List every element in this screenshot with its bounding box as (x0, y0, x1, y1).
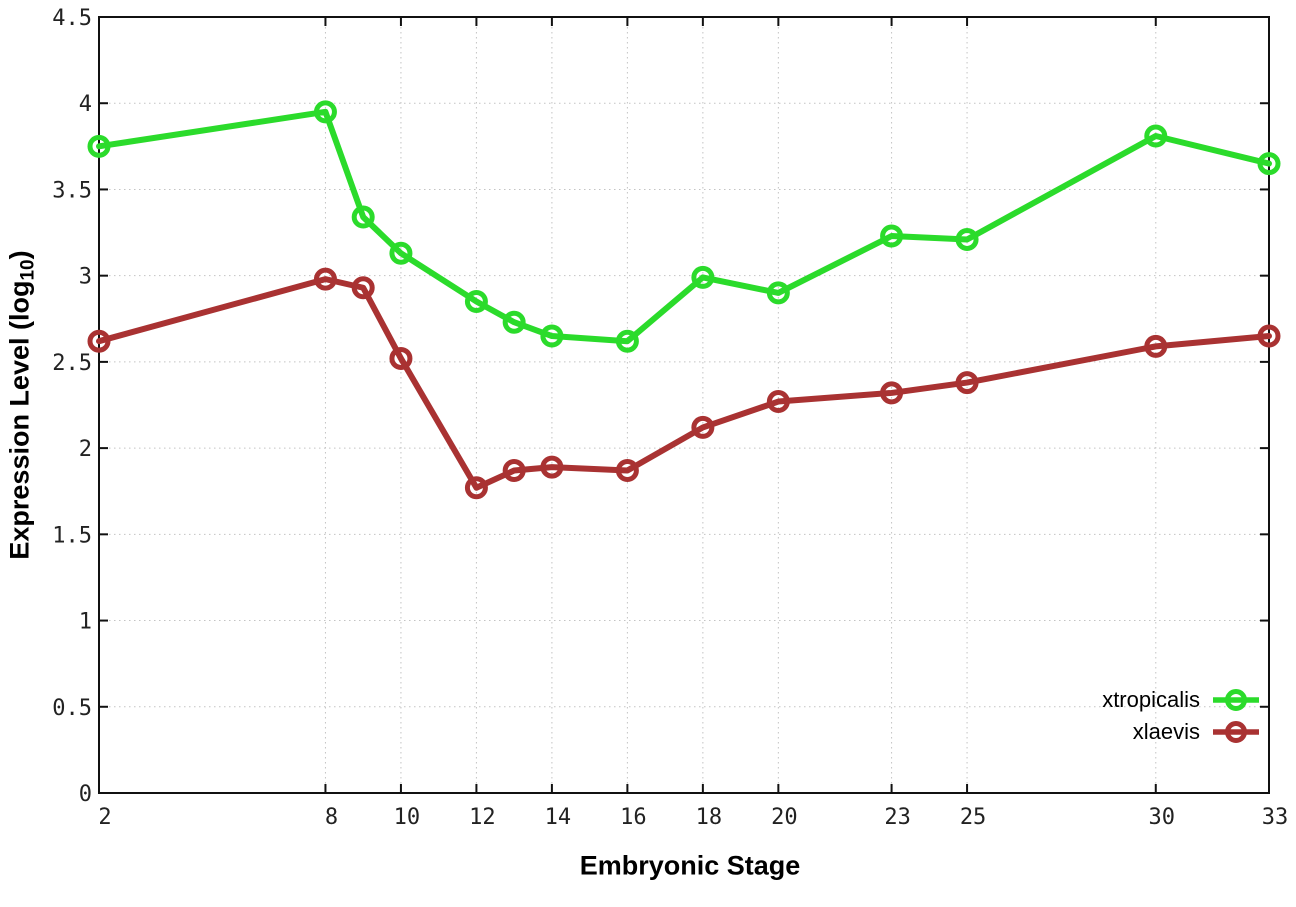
y-tick-label: 3.5 (52, 178, 92, 203)
x-tick-label: 2 (98, 805, 111, 830)
x-axis-label: Embryonic Stage (579, 850, 801, 881)
legend-label-xlaevis: xlaevis (1132, 719, 1200, 744)
y-tick-label: 2.5 (52, 351, 92, 376)
y-tick-label: 2 (79, 437, 92, 462)
data-point-xtropicalis (1257, 152, 1281, 176)
data-point-xtropicalis (464, 290, 488, 314)
y-tick-label: 4 (79, 92, 92, 117)
y-tick-label: 3 (79, 265, 92, 290)
data-point-xtropicalis (389, 241, 413, 265)
data-point-xlaevis (1144, 334, 1168, 358)
y-tick-label: 4.5 (52, 6, 92, 31)
data-point-xtropicalis (540, 324, 564, 348)
y-tick-label: 0 (79, 782, 92, 807)
data-point-xlaevis (540, 455, 564, 479)
data-point-xtropicalis (351, 205, 375, 229)
data-point-xlaevis (313, 267, 337, 291)
legend-sample-marker (1225, 721, 1247, 743)
legend-sample-marker (1225, 689, 1247, 711)
legend-sample-xlaevis (1213, 721, 1259, 743)
x-tick-label: 8 (325, 805, 338, 830)
data-point-xlaevis (691, 415, 715, 439)
y-axis-label-subscript: 10 (17, 259, 39, 281)
y-tick-label: 0.5 (52, 696, 92, 721)
x-tick-label: 18 (696, 805, 723, 830)
x-tick-label: 20 (771, 805, 798, 830)
x-tick-label: 30 (1149, 805, 1176, 830)
y-axis-label-main: Expression Level (log (4, 280, 35, 560)
y-tick-label: 1.5 (52, 523, 92, 548)
data-point-xlaevis (389, 346, 413, 370)
data-point-xlaevis (351, 276, 375, 300)
legend-label-xtropicalis: xtropicalis (1102, 687, 1200, 712)
series-line-xtropicalis (96, 108, 1272, 345)
data-point-xtropicalis (615, 329, 639, 353)
plot-border (98, 16, 1270, 794)
data-point-xlaevis (615, 459, 639, 483)
data-point-xtropicalis (313, 100, 337, 124)
data-point-xlaevis (1257, 324, 1281, 348)
legend-sample-xtropicalis (1213, 689, 1259, 711)
data-point-xtropicalis (880, 224, 904, 248)
y-axis-label-close: ) (4, 250, 35, 260)
data-point-xlaevis (87, 329, 111, 353)
data-point-xlaevis (502, 459, 526, 483)
legend: xtropicalis xlaevis (1102, 686, 1260, 746)
x-tick-label: 33 (1262, 805, 1289, 830)
data-point-xlaevis (880, 381, 904, 405)
y-tick-label: 1 (79, 610, 92, 635)
data-point-xlaevis (766, 390, 790, 414)
x-tick-label: 25 (960, 805, 987, 830)
data-point-xtropicalis (955, 227, 979, 251)
data-point-xlaevis (955, 371, 979, 395)
x-tick-label: 12 (469, 805, 496, 830)
data-point-xtropicalis (502, 310, 526, 334)
x-tick-label: 23 (884, 805, 911, 830)
series-line-xlaevis (96, 276, 1272, 491)
x-tick-label: 16 (620, 805, 647, 830)
x-tick-label: 10 (394, 805, 421, 830)
data-point-xtropicalis (1144, 124, 1168, 148)
y-axis-label: Expression Level (log10) (5, 250, 40, 559)
x-tick-label: 14 (545, 805, 572, 830)
data-point-xtropicalis (766, 281, 790, 305)
legend-entry-xtropicalis: xtropicalis (1102, 686, 1260, 714)
data-point-xtropicalis (691, 265, 715, 289)
data-point-xtropicalis (87, 134, 111, 158)
data-point-xlaevis (464, 476, 488, 500)
legend-entry-xlaevis: xlaevis (1102, 718, 1260, 746)
